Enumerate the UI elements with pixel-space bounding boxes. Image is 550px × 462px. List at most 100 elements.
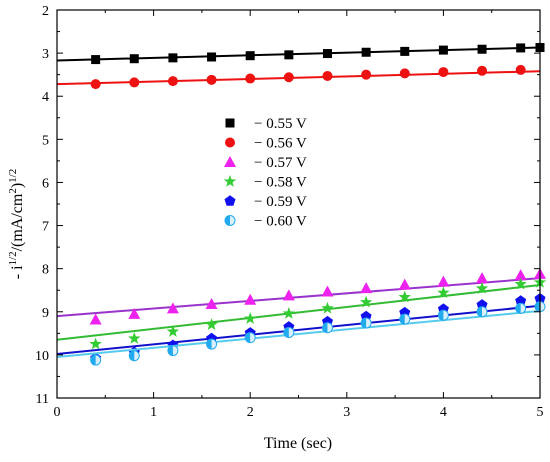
data-point-2-0 <box>89 313 102 325</box>
data-point-5-5 <box>283 326 295 338</box>
data-point-1-11 <box>515 64 526 75</box>
legend-label-0: − 0.55 V <box>254 116 307 132</box>
data-point-0-0 <box>91 55 101 65</box>
data-point-5-0 <box>90 354 102 366</box>
data-point-3-11 <box>514 277 527 290</box>
data-point-5-4 <box>244 332 256 344</box>
data-point-3-1 <box>128 332 141 344</box>
legend-label-4: − 0.59 V <box>254 194 307 210</box>
data-point-3-7 <box>359 295 373 308</box>
data-point-1-5 <box>283 72 294 83</box>
legend-marker-0 <box>225 118 235 128</box>
data-point-3-6 <box>321 301 334 314</box>
legend-label-3: − 0.58 V <box>254 175 307 191</box>
data-point-0-7 <box>361 47 371 57</box>
y-tick-label-0: 2 <box>42 4 49 19</box>
data-point-1-0 <box>90 79 101 90</box>
data-point-2-11 <box>514 269 527 281</box>
data-point-3-4 <box>244 312 257 324</box>
data-point-1-6 <box>322 70 333 81</box>
y-tick-label-4: 6 <box>42 176 49 191</box>
data-point-2-8 <box>398 278 411 290</box>
data-point-2-3 <box>205 298 218 310</box>
data-point-4-11 <box>515 295 527 306</box>
data-point-0-2 <box>168 53 178 63</box>
x-tick-label-5: 5 <box>537 405 544 420</box>
y-axis-label-part-5: 1/2 <box>7 169 19 183</box>
data-point-0-3 <box>207 52 217 62</box>
y-axis-label-part-2: /(mA/cm <box>9 193 26 251</box>
y-tick-label-6: 8 <box>42 263 49 278</box>
data-point-0-4 <box>245 51 255 61</box>
data-point-1-7 <box>361 69 372 80</box>
legend-entry-4: − 0.59 V <box>224 194 307 210</box>
data-point-2-2 <box>166 302 179 314</box>
data-point-3-10 <box>475 282 489 294</box>
data-point-1-9 <box>438 67 449 78</box>
data-point-3-2 <box>166 325 180 337</box>
fit-line-3 <box>56 284 541 341</box>
series-1 <box>56 64 541 90</box>
legend-entry-2: − 0.57 V <box>224 155 307 171</box>
y-tick-label-7: 9 <box>42 306 49 321</box>
data-point-2-1 <box>128 307 141 319</box>
data-point-5-1 <box>128 350 140 362</box>
data-point-1-8 <box>399 68 410 79</box>
data-point-0-11 <box>516 43 526 53</box>
data-point-0-9 <box>438 45 448 55</box>
legend-label-1: − 0.56 V <box>254 136 307 152</box>
data-point-3-8 <box>398 290 411 303</box>
x-axis-label: Time (sec) <box>264 435 332 452</box>
data-point-4-10 <box>476 299 488 310</box>
data-point-2-9 <box>437 275 450 287</box>
fit-line-2 <box>56 277 541 318</box>
x-tick-label-1: 1 <box>150 405 157 420</box>
x-tick-label-3: 3 <box>343 405 350 420</box>
data-point-1-4 <box>245 73 256 84</box>
data-point-5-8 <box>399 313 411 325</box>
axes-layer: 0 1 2 3 4 5 2 3 4 5 6 7 8 9 10 11 <box>35 4 544 420</box>
legend-label-2: − 0.57 V <box>254 155 307 171</box>
data-point-1-2 <box>167 76 178 87</box>
data-point-5-6 <box>321 322 333 334</box>
data-point-1-3 <box>206 74 217 85</box>
fit-line-4 <box>56 304 541 356</box>
y-axis-label-part-0: - i <box>9 265 26 279</box>
data-point-3-0 <box>89 337 102 350</box>
data-point-5-7 <box>360 317 372 329</box>
x-tick-label-2: 2 <box>247 405 254 420</box>
y-axis-label: - i1/2/(mA/cm2)1/2 <box>7 169 26 280</box>
data-point-1-10 <box>477 65 488 76</box>
legend-entry-0: − 0.55 V <box>225 116 307 132</box>
data-point-0-5 <box>284 50 294 60</box>
legend-entry-1: − 0.56 V <box>225 136 307 152</box>
data-point-3-9 <box>437 286 450 299</box>
y-tick-label-9: 11 <box>36 392 49 407</box>
data-point-0-8 <box>400 46 410 56</box>
data-point-5-11 <box>515 302 527 314</box>
data-point-2-4 <box>244 293 257 305</box>
data-point-2-5 <box>282 289 295 301</box>
x-tick-label-4: 4 <box>440 405 447 420</box>
y-axis-label-part-3: 2 <box>7 188 19 194</box>
legend-marker-3 <box>223 175 237 187</box>
data-point-5-10 <box>476 306 488 318</box>
data-point-0-6 <box>322 49 332 59</box>
legend-label-5: − 0.60 V <box>254 214 307 230</box>
data-point-5-2 <box>167 345 179 357</box>
y-tick-label-3: 5 <box>42 133 49 148</box>
data-point-0-10 <box>477 44 487 54</box>
y-tick-label-1: 3 <box>42 47 49 62</box>
y-tick-label-8: 10 <box>35 349 49 364</box>
y-axis-label-part-1: 1/2 <box>7 251 19 265</box>
data-point-5-3 <box>206 338 218 350</box>
data-point-2-10 <box>476 272 489 284</box>
legend: − 0.55 V − 0.56 V − 0.57 V − 0.58 V − 0.59 V… <box>223 116 307 230</box>
legend-marker-5 <box>224 215 236 226</box>
data-point-5-9 <box>437 309 449 321</box>
data-point-3-3 <box>205 318 218 330</box>
legend-marker-1 <box>225 137 235 148</box>
data-point-2-6 <box>321 285 334 297</box>
